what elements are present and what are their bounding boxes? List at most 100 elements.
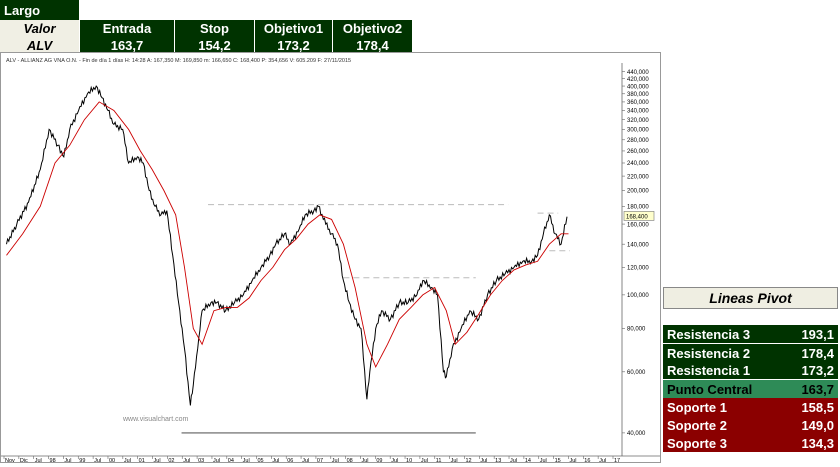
x-tick-label: Dic bbox=[20, 458, 28, 462]
x-tick-label: 14 bbox=[525, 458, 531, 462]
x-tick-label: 09 bbox=[376, 458, 382, 462]
y-tick-label: 200,000 bbox=[627, 189, 649, 195]
pivot-row: Punto Central 163,7 bbox=[663, 380, 838, 398]
y-tick-label: 280,000 bbox=[627, 138, 649, 144]
pivot-row: Soporte 2 149,0 bbox=[663, 416, 838, 434]
x-tick-label: Jul bbox=[391, 458, 398, 462]
x-tick-label: Jul bbox=[510, 458, 517, 462]
value-objetivo2: 178,4 bbox=[333, 37, 412, 54]
x-tick-label: Jul bbox=[154, 458, 161, 462]
x-tick-label: 01 bbox=[139, 458, 145, 462]
pivot-row-value: 173,2 bbox=[801, 362, 834, 378]
x-tick-label: 08 bbox=[347, 458, 353, 462]
x-tick-label: Jul bbox=[421, 458, 428, 462]
direction-label: Largo bbox=[0, 0, 79, 20]
ma-series-group bbox=[6, 101, 569, 368]
price-line bbox=[6, 85, 568, 406]
chart-header: ALV - ALLIANZ AG VNA O.N. - Fin de día 1… bbox=[6, 58, 351, 64]
pivot-row: Resistencia 1 173,2 bbox=[663, 361, 838, 379]
pivot-title: Lineas Pivot bbox=[663, 287, 838, 309]
pivot-row-value: 158,5 bbox=[801, 399, 834, 415]
x-tick-label: 99 bbox=[79, 458, 85, 462]
x-tick-label: Jul bbox=[124, 458, 131, 462]
last-price-label: 168,400 bbox=[626, 214, 648, 220]
x-tick-label: 03 bbox=[198, 458, 204, 462]
y-tick-label: 340,000 bbox=[627, 109, 649, 115]
y-tick-label: 40,000 bbox=[627, 431, 646, 437]
x-tick-label: 16 bbox=[584, 458, 590, 462]
pivot-row-label: Soporte 1 bbox=[667, 399, 727, 415]
x-tick-label: 02 bbox=[168, 458, 174, 462]
ticker-cell: ALV bbox=[0, 37, 79, 54]
y-tick-label: 80,000 bbox=[627, 327, 646, 333]
pivot-row-value: 193,1 bbox=[801, 326, 834, 342]
x-tick-label: 11 bbox=[436, 458, 442, 462]
pivot-row: Soporte 1 158,5 bbox=[663, 398, 838, 416]
pivot-row-label: Resistencia 2 bbox=[667, 345, 751, 361]
value-entrada: 163,7 bbox=[80, 37, 174, 54]
x-tick-label: 10 bbox=[406, 458, 412, 462]
x-tick-label: 12 bbox=[465, 458, 471, 462]
x-tick-label: 04 bbox=[228, 458, 234, 462]
x-tick-label: Jul bbox=[451, 458, 458, 462]
y-tick-label: 380,000 bbox=[627, 92, 649, 98]
chart-svg: ALV - ALLIANZ AG VNA O.N. - Fin de día 1… bbox=[1, 58, 660, 464]
col-objetivo2: Objetivo2 bbox=[333, 20, 412, 37]
y-tick-label: 60,000 bbox=[627, 370, 646, 376]
moving-average-line bbox=[6, 101, 569, 368]
last-price-tag: 168,400 bbox=[623, 211, 655, 221]
pivot-row-label: Soporte 3 bbox=[667, 435, 727, 451]
pivot-panel: Lineas Pivot Resistencia 3 193,1 Resistenc… bbox=[661, 285, 840, 463]
x-ticks-group: Nov Dic Jul 98 Jul 99 Jul 00 Jul 01 Jul 02 Jul 03 Jul 0… bbox=[3, 456, 620, 464]
pivot-row-value: 134,3 bbox=[801, 435, 834, 451]
x-tick-label: Jul bbox=[480, 458, 487, 462]
x-tick-label: 05 bbox=[258, 458, 264, 462]
x-tick-label: Nov bbox=[5, 458, 15, 462]
x-tick-label: Jul bbox=[183, 458, 190, 462]
pivot-row: Resistencia 2 178,4 bbox=[663, 344, 838, 362]
y-tick-label: 420,000 bbox=[627, 77, 649, 83]
x-tick-label: Jul bbox=[213, 458, 220, 462]
y-tick-label: 120,000 bbox=[627, 266, 649, 272]
y-tick-label: 100,000 bbox=[627, 293, 649, 299]
y-tick-label: 140,000 bbox=[627, 242, 649, 248]
y-tick-label: 400,000 bbox=[627, 84, 649, 90]
pivot-row-value: 178,4 bbox=[801, 345, 834, 361]
y-tick-label: 260,000 bbox=[627, 149, 649, 155]
levels-group bbox=[181, 204, 570, 434]
col-entrada: Entrada bbox=[80, 20, 174, 37]
col-stop: Stop bbox=[175, 20, 254, 37]
x-tick-label: Jul bbox=[64, 458, 71, 462]
pivot-row-label: Punto Central bbox=[667, 381, 753, 397]
y-tick-label: 440,000 bbox=[627, 70, 649, 76]
y-tick-label: 360,000 bbox=[627, 100, 649, 106]
pivot-row-value: 149,0 bbox=[801, 417, 834, 433]
x-tick-label: Jul bbox=[540, 458, 547, 462]
pivot-row-label: Soporte 2 bbox=[667, 417, 727, 433]
watermark: www.visualchart.com bbox=[122, 416, 189, 423]
price-series-group bbox=[6, 85, 568, 406]
y-tick-label: 300,000 bbox=[627, 128, 649, 134]
x-tick-label: Jul bbox=[243, 458, 250, 462]
x-tick-label: 00 bbox=[109, 458, 115, 462]
pivot-row-value: 163,7 bbox=[801, 381, 834, 397]
pivot-row: Resistencia 3 193,1 bbox=[663, 325, 838, 343]
pivot-row-label: Resistencia 3 bbox=[667, 326, 751, 342]
x-tick-label: Jul bbox=[569, 458, 576, 462]
x-tick-label: Jul bbox=[361, 458, 368, 462]
x-tick-label: Jul bbox=[302, 458, 309, 462]
x-tick-label: 15 bbox=[555, 458, 561, 462]
pivot-row-label: Resistencia 1 bbox=[667, 362, 751, 378]
x-tick-label: Jul bbox=[599, 458, 606, 462]
y-tick-label: 160,000 bbox=[627, 222, 649, 228]
value-stop: 154,2 bbox=[175, 37, 254, 54]
x-tick-label: Jul bbox=[332, 458, 339, 462]
pivot-row: Soporte 3 134,3 bbox=[663, 434, 838, 452]
y-tick-label: 220,000 bbox=[627, 174, 649, 180]
y-tick-label: 180,000 bbox=[627, 205, 649, 211]
col-objetivo1: Objetivo1 bbox=[255, 20, 332, 37]
x-tick-label: 07 bbox=[317, 458, 323, 462]
x-tick-label: Jul bbox=[35, 458, 42, 462]
x-tick-label: 98 bbox=[50, 458, 56, 462]
